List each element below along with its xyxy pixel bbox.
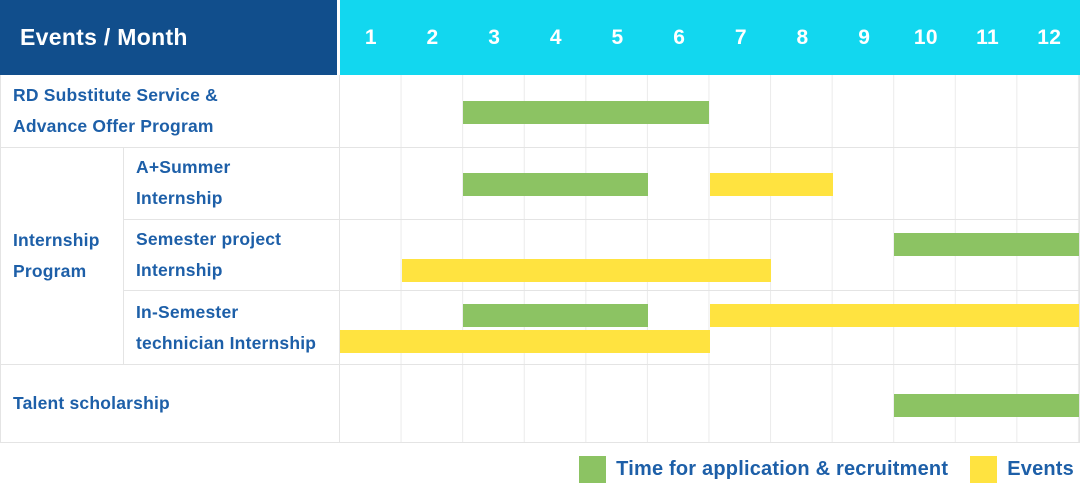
month-header-cell: 11 xyxy=(976,25,999,49)
month-header-cell: 8 xyxy=(796,25,809,49)
events-month-header-cell: Events / Month xyxy=(0,0,340,75)
table-row: RD Substitute Service & Advance Offer Pr… xyxy=(1,75,1079,148)
table-row-group: Internship Program A+Summer Internship S… xyxy=(1,148,1079,365)
gantt-bar-application xyxy=(894,232,1079,256)
gantt-lane-talent-scholarship xyxy=(340,365,1079,442)
legend-application-swatch xyxy=(579,455,607,483)
gantt-bar-event xyxy=(401,258,772,282)
legend-events-swatch xyxy=(970,455,998,483)
group-label-internship-program: Internship Program xyxy=(1,148,124,364)
row-label-semester-project: Semester project Internship xyxy=(124,219,340,291)
gantt-lane-rd-substitute xyxy=(340,75,1079,147)
gantt-bar-application xyxy=(463,173,648,197)
row-label-talent-scholarship: Talent scholarship xyxy=(1,365,340,442)
month-header-cell: 7 xyxy=(734,25,747,49)
gantt-bar-event xyxy=(340,330,710,354)
legend-application-label: Time for application & recruitment xyxy=(616,457,949,480)
gantt-bar-event xyxy=(709,304,1079,328)
month-header-cell: 12 xyxy=(1037,25,1062,49)
table-header-row: Events / Month 1 2 3 4 5 6 7 8 9 10 11 12 xyxy=(0,0,1080,75)
table-row: A+Summer Internship xyxy=(124,148,1079,220)
gantt-bar-application xyxy=(463,304,648,328)
gantt-bar-event xyxy=(709,173,833,197)
month-header-cell: 4 xyxy=(549,25,562,49)
gantt-bar-application xyxy=(463,101,710,124)
gantt-lane-in-semester-technician xyxy=(340,291,1079,364)
month-header-cell: 6 xyxy=(673,25,686,49)
row-label-in-semester-technician: In-Semester technician Internship xyxy=(124,291,340,364)
legend: Time for application & recruitment Event… xyxy=(0,443,1080,495)
month-header-cell: 2 xyxy=(426,25,439,49)
table-row: Talent scholarship xyxy=(1,365,1079,442)
gantt-lane-a-plus-summer xyxy=(340,148,1079,219)
row-label-a-plus-summer: A+Summer Internship xyxy=(124,148,340,219)
gantt-lane-semester-project xyxy=(340,219,1079,291)
table-row: In-Semester technician Internship xyxy=(124,291,1079,364)
month-header-cell: 9 xyxy=(858,25,871,49)
gantt-bar-application xyxy=(894,393,1079,417)
group-subrows: A+Summer Internship Semester project Int… xyxy=(124,148,1079,364)
row-label-rd-substitute: RD Substitute Service & Advance Offer Pr… xyxy=(1,75,340,147)
table-body: RD Substitute Service & Advance Offer Pr… xyxy=(0,75,1080,443)
month-header-cell: 1 xyxy=(364,25,377,49)
table-row: Semester project Internship xyxy=(124,219,1079,292)
month-header-row: 1 2 3 4 5 6 7 8 9 10 11 12 xyxy=(340,0,1080,75)
legend-events-label: Events xyxy=(1007,457,1074,480)
month-header-cell: 10 xyxy=(913,25,938,49)
month-header-cell: 3 xyxy=(488,25,501,49)
month-header-cell: 5 xyxy=(611,25,624,49)
